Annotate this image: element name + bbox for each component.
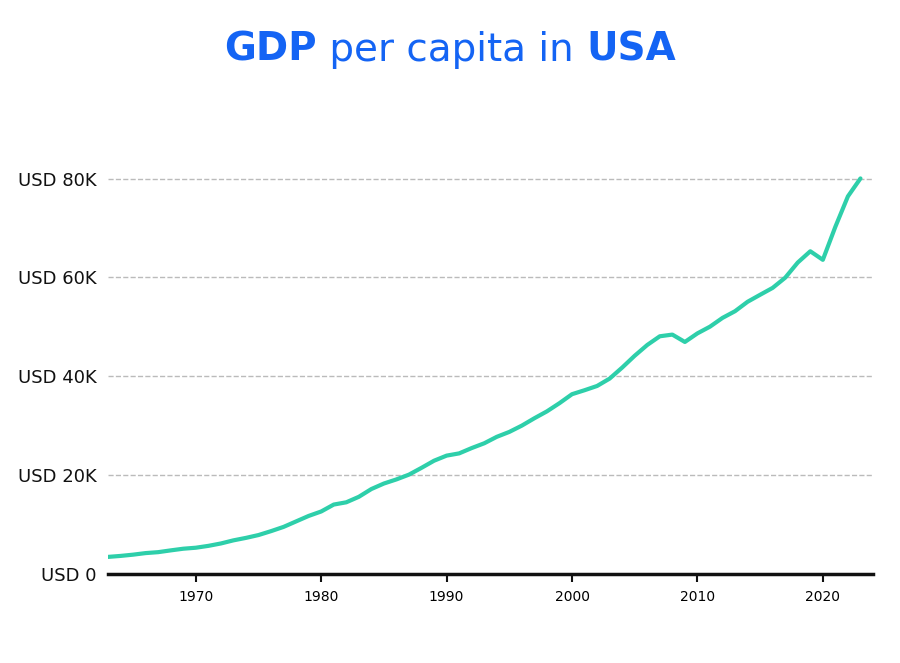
Text: GDP: GDP bbox=[224, 30, 317, 69]
Text: USA: USA bbox=[586, 30, 676, 69]
Text: per capita in: per capita in bbox=[317, 30, 586, 69]
